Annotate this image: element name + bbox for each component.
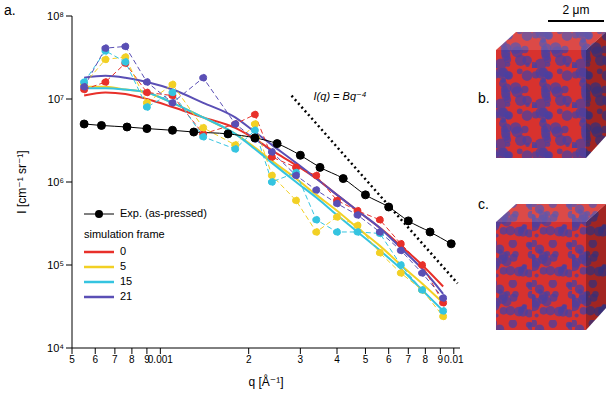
svg-text:3: 3 [298, 354, 304, 365]
svg-text:I [cm⁻¹ sr⁻¹]: I [cm⁻¹ sr⁻¹] [15, 150, 29, 213]
svg-text:10⁸: 10⁸ [47, 10, 64, 22]
svg-text:10⁴: 10⁴ [47, 342, 64, 354]
svg-text:0.001: 0.001 [148, 354, 173, 365]
html-text:2 μm: 2 μm [562, 3, 590, 17]
svg-text:2: 2 [246, 354, 252, 365]
svg-text:8: 8 [423, 354, 429, 365]
svg-text:6: 6 [92, 354, 98, 365]
svg-text:10⁵: 10⁵ [47, 259, 64, 271]
svg-text:I(q) = Bq⁻⁴: I(q) = Bq⁻⁴ [314, 90, 367, 102]
svg-text:10⁶: 10⁶ [47, 176, 64, 188]
html-text:5: 5 [120, 260, 127, 272]
html-text:c.: c. [478, 196, 489, 212]
html-text:0: 0 [120, 245, 127, 257]
html-text:Exp. (as-pressed): Exp. (as-pressed) [120, 207, 207, 219]
svg-text:7: 7 [112, 354, 118, 365]
svg-text:0.01: 0.01 [444, 354, 464, 365]
svg-text:7: 7 [406, 354, 412, 365]
html-text:21: 21 [120, 290, 133, 302]
svg-text:5: 5 [69, 354, 75, 365]
svg-text:4: 4 [334, 354, 340, 365]
svg-text:5: 5 [363, 354, 369, 365]
svg-text:8: 8 [129, 354, 135, 365]
svg-text:10⁷: 10⁷ [48, 93, 64, 105]
svg-text:q [Å⁻¹]: q [Å⁻¹] [248, 374, 283, 389]
svg-text:9: 9 [438, 354, 444, 365]
svg-text:6: 6 [386, 354, 392, 365]
html-text:15: 15 [120, 275, 133, 287]
html-text:a.: a. [4, 2, 16, 18]
html-text:b.: b. [478, 90, 490, 106]
html-text:simulation frame: simulation frame [84, 228, 165, 240]
